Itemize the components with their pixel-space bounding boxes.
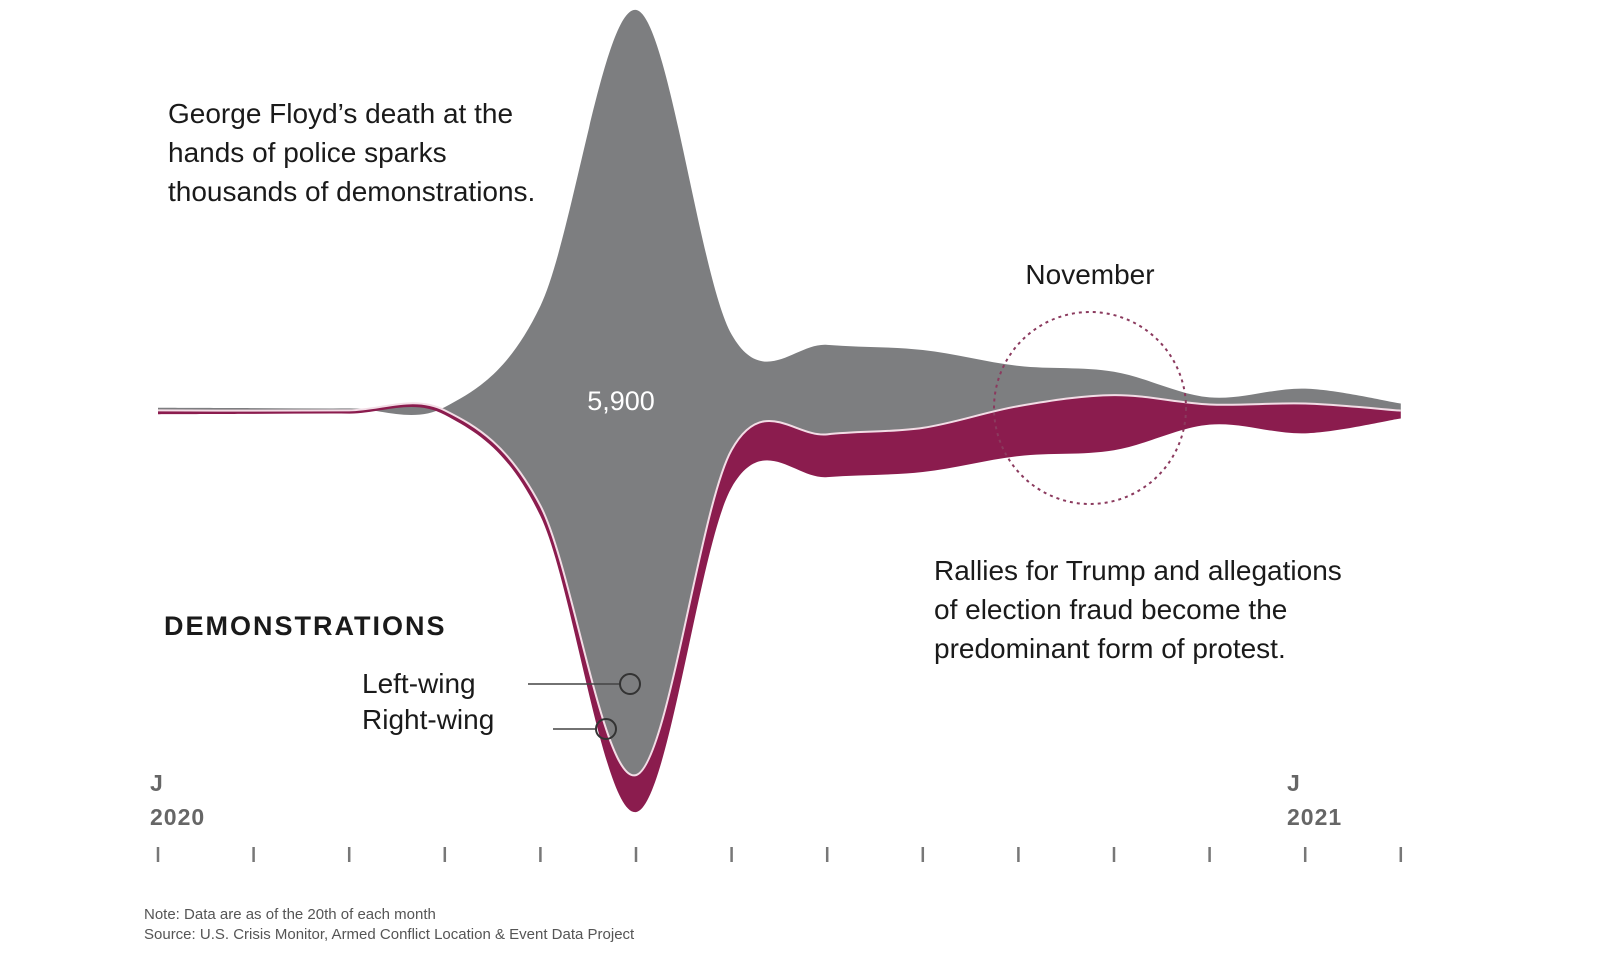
annotation-line: predominant form of protest. <box>934 633 1286 664</box>
left-wing-area <box>158 9 1401 776</box>
peak-value-label: 5,900 <box>587 386 655 416</box>
series-divider-line <box>157 394 1401 777</box>
legend-right-wing: Right-wing <box>362 704 494 735</box>
november-highlight-circle <box>993 311 1187 505</box>
tick-label-month: J <box>1287 770 1301 796</box>
legend: Left-wing Right-wing <box>362 668 641 740</box>
annotation-line: George Floyd’s death at the <box>168 98 513 129</box>
chart-title: DEMONSTRATIONS <box>164 611 447 641</box>
note-text: Note: Data are as of the 20th of each mo… <box>144 906 436 923</box>
legend-left-wing: Left-wing <box>362 668 476 699</box>
stream-areas <box>157 9 1401 813</box>
tick-label-year: 2020 <box>150 804 205 830</box>
annotation-line: thousands of demonstrations. <box>168 176 535 207</box>
annotation-line: Rallies for Trump and allegations <box>934 555 1342 586</box>
annotation-line: hands of police sparks <box>168 137 447 168</box>
tick-label-month: J <box>150 770 164 796</box>
november-label: November <box>1025 259 1154 290</box>
legend-right-wing-marker <box>595 718 617 740</box>
x-axis-ticks <box>156 847 1403 862</box>
floyd-annotation: George Floyd’s death at the hands of pol… <box>168 98 535 207</box>
tick-label-year: 2021 <box>1287 804 1342 830</box>
source-text: Source: U.S. Crisis Monitor, Armed Confl… <box>144 926 635 943</box>
legend-left-wing-marker <box>619 673 641 695</box>
trump-annotation: Rallies for Trump and allegations of ele… <box>934 555 1342 664</box>
annotation-line: of election fraud become the <box>934 594 1287 625</box>
